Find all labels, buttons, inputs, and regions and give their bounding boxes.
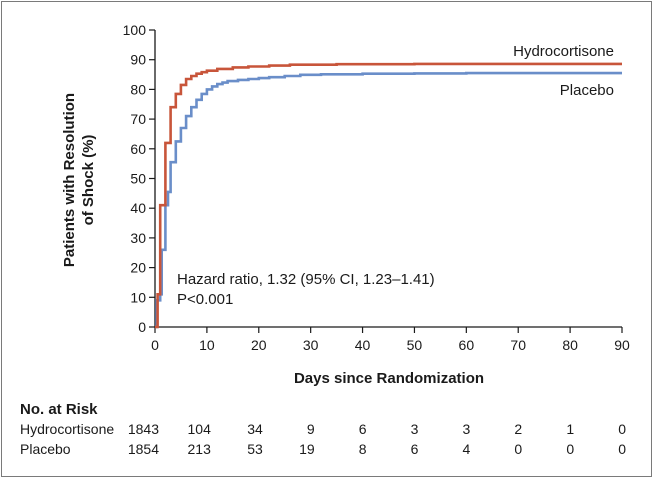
risk-table-cell: 1854 [128, 441, 159, 457]
x-tick-label: 10 [199, 337, 215, 353]
legend-label-placebo: Placebo [560, 82, 614, 99]
y-tick-label: 40 [130, 200, 146, 216]
risk-table-cell: 1843 [128, 421, 159, 437]
risk-table-values: 1843 104 34 9 6 3 3 2 1 0 1854 213 53 19 8 6 4 0 0 0 [128, 421, 626, 457]
y-tick-label: 10 [130, 289, 146, 305]
risk-table-cell: 0 [618, 421, 626, 437]
risk-table-cell: 0 [566, 441, 574, 457]
axis-ticks: 0 10 20 30 40 50 60 70 80 90 100 0 10 20 30 40 50 60 70 80 9… [123, 22, 630, 353]
x-tick-label: 60 [459, 337, 475, 353]
y-axis-title-line-2: of Shock (%) [80, 135, 97, 226]
legend-label-hydrocortisone: Hydrocortisone [513, 43, 614, 60]
series-line-hydrocortisone [155, 62, 622, 329]
x-tick-label: 0 [151, 337, 159, 353]
y-tick-label: 90 [130, 52, 146, 68]
risk-table-cell: 6 [359, 421, 367, 437]
y-tick-label: 60 [130, 141, 146, 157]
risk-table-cell: 3 [463, 421, 471, 437]
risk-table-cell: 34 [247, 421, 263, 437]
x-tick-label: 50 [407, 337, 423, 353]
risk-table-cell: 104 [188, 421, 212, 437]
risk-row-label-placebo: Placebo [20, 441, 71, 457]
y-tick-label: 70 [130, 111, 146, 127]
risk-table-cell: 6 [411, 441, 419, 457]
risk-table-cell: 0 [618, 441, 626, 457]
risk-table-cell: 9 [307, 421, 315, 437]
series-line-placebo [155, 71, 622, 329]
p-value-annotation: P<0.001 [177, 291, 233, 308]
risk-table-title: No. at Risk [20, 401, 98, 418]
y-tick-label: 30 [130, 230, 146, 246]
risk-table-cell: 2 [514, 421, 522, 437]
risk-table-cell: 53 [247, 441, 263, 457]
y-tick-label: 0 [138, 319, 146, 335]
risk-table-cell: 213 [188, 441, 212, 457]
series-lines [155, 62, 622, 329]
x-tick-label: 90 [614, 337, 630, 353]
y-tick-label: 20 [130, 260, 146, 276]
x-tick-label: 30 [303, 337, 319, 353]
risk-table-cell: 3 [411, 421, 419, 437]
risk-table-cell: 0 [514, 441, 522, 457]
risk-table-cell: 4 [463, 441, 471, 457]
risk-row-label-hydrocortisone: Hydrocortisone [20, 421, 114, 437]
risk-table-cell: 8 [359, 441, 367, 457]
y-tick-label: 100 [123, 22, 147, 38]
x-tick-label: 80 [562, 337, 578, 353]
x-tick-label: 20 [251, 337, 267, 353]
risk-table-cell: 19 [299, 441, 315, 457]
hazard-ratio-annotation: Hazard ratio, 1.32 (95% CI, 1.23–1.41) [177, 271, 435, 288]
x-tick-label: 70 [510, 337, 526, 353]
x-tick-label: 40 [355, 337, 371, 353]
y-tick-label: 50 [130, 171, 146, 187]
y-axis-title-line-1: Patients with Resolution [61, 93, 78, 267]
risk-table-cell: 1 [566, 421, 574, 437]
y-tick-label: 80 [130, 81, 146, 97]
x-axis-title: Days since Randomization [294, 370, 484, 387]
